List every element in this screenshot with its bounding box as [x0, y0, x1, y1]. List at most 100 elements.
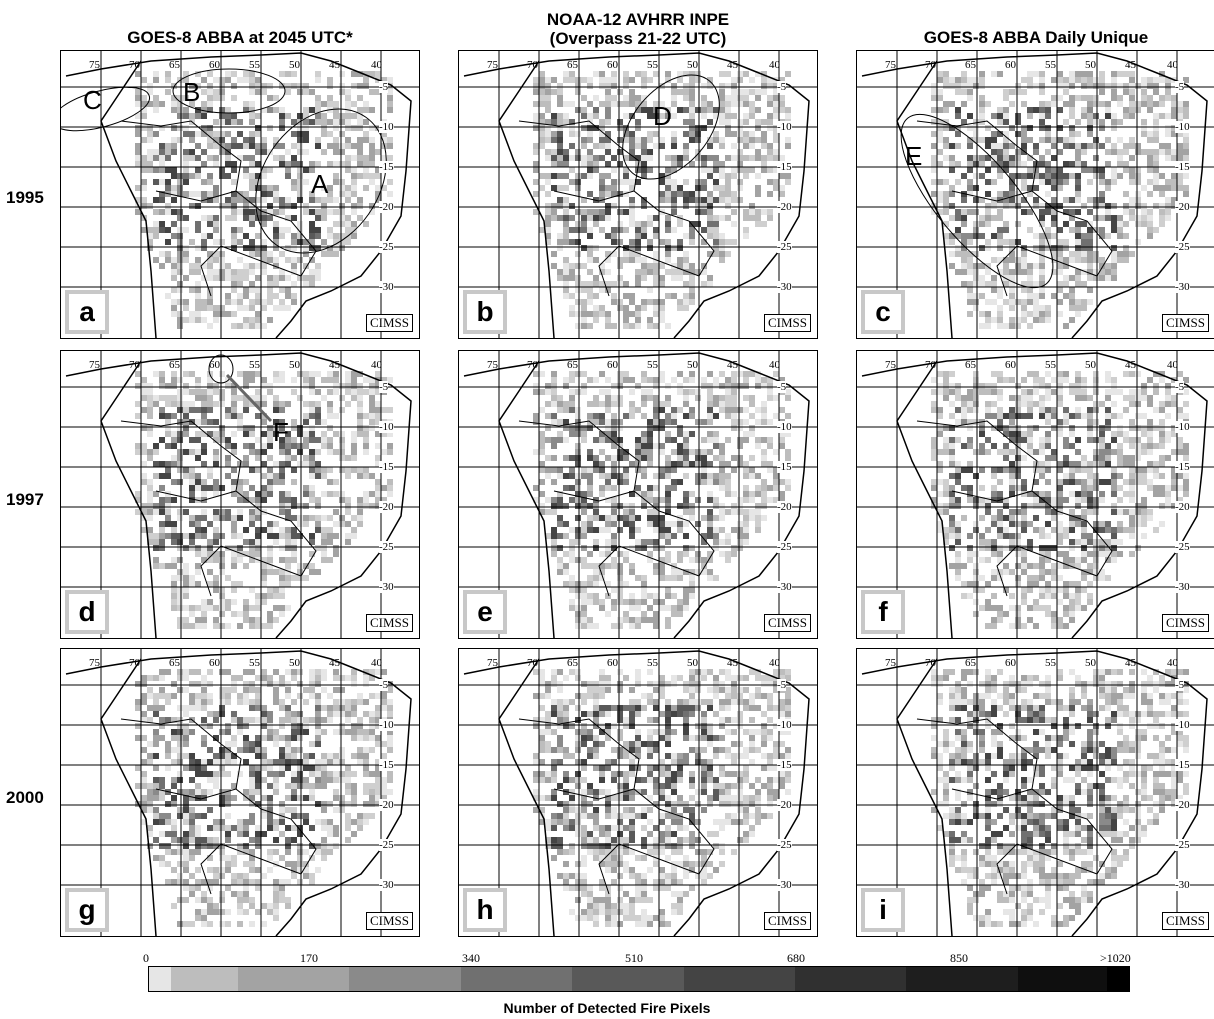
fire-cell	[195, 419, 201, 425]
fire-cell	[1159, 215, 1165, 221]
fire-cell	[701, 107, 707, 113]
latitude-label: -15	[1175, 161, 1190, 173]
fire-cell	[291, 143, 297, 149]
fire-cell	[701, 185, 707, 191]
fire-cell	[1129, 401, 1135, 407]
fire-cell	[707, 173, 713, 179]
fire-cell	[677, 557, 683, 563]
fire-cell	[695, 419, 701, 425]
fire-cell	[219, 533, 225, 539]
fire-cell	[659, 83, 665, 89]
fire-cell	[569, 599, 575, 605]
fire-cell	[213, 191, 219, 197]
fire-cell	[695, 155, 701, 161]
fire-cell	[1171, 107, 1177, 113]
fire-cell	[689, 137, 695, 143]
fire-cell	[171, 143, 177, 149]
fire-cell	[1039, 233, 1045, 239]
fire-cell	[159, 161, 165, 167]
fire-cell	[689, 263, 695, 269]
fire-cell	[647, 137, 653, 143]
fire-cell	[237, 395, 243, 401]
fire-cell	[1009, 125, 1015, 131]
fire-cell	[1093, 77, 1099, 83]
fire-cell	[629, 77, 635, 83]
fire-cell	[767, 101, 773, 107]
fire-cell	[635, 251, 641, 257]
fire-cell	[207, 179, 213, 185]
fire-cell	[545, 101, 551, 107]
fire-cell	[351, 533, 357, 539]
fire-cell	[545, 179, 551, 185]
fire-cell	[545, 119, 551, 125]
fire-cell	[345, 455, 351, 461]
fire-cell	[955, 407, 961, 413]
fire-cell	[1165, 149, 1171, 155]
fire-cell	[159, 101, 165, 107]
fire-cell	[695, 209, 701, 215]
fire-cell	[931, 377, 937, 383]
fire-cell	[213, 275, 219, 281]
fire-cell	[1093, 509, 1099, 515]
fire-cell	[599, 413, 605, 419]
fire-cell	[387, 143, 393, 149]
fire-cell	[357, 203, 363, 209]
fire-cell	[563, 77, 569, 83]
fire-cell	[617, 527, 623, 533]
fire-cell	[207, 389, 213, 395]
fire-cell	[671, 461, 677, 467]
country-borders	[518, 120, 715, 297]
fire-cell	[369, 401, 375, 407]
fire-cell	[611, 227, 617, 233]
fire-cell	[243, 287, 249, 293]
fire-cell	[581, 605, 587, 611]
fire-cell	[719, 551, 725, 557]
fire-cell	[599, 101, 605, 107]
fire-cell	[141, 479, 147, 485]
fire-cell	[1087, 131, 1093, 137]
fire-cell	[297, 221, 303, 227]
fire-cell	[635, 305, 641, 311]
fire-cell	[979, 95, 985, 101]
fire-cell	[339, 521, 345, 527]
fire-cell	[273, 263, 279, 269]
fire-cell	[937, 407, 943, 413]
fire-cell	[605, 563, 611, 569]
fire-cell	[189, 545, 195, 551]
fire-cell	[1081, 389, 1087, 395]
fire-cell	[261, 569, 267, 575]
fire-cell	[575, 485, 581, 491]
fire-cell	[737, 77, 743, 83]
fire-cell	[339, 455, 345, 461]
fire-cell	[1069, 383, 1075, 389]
fire-cell	[569, 305, 575, 311]
fire-cell	[1063, 407, 1069, 413]
fire-cell	[931, 443, 937, 449]
fire-cell	[943, 233, 949, 239]
fire-cell	[291, 545, 297, 551]
fire-cell	[997, 407, 1003, 413]
fire-cell	[1081, 161, 1087, 167]
fire-cell	[695, 461, 701, 467]
fire-cell	[749, 89, 755, 95]
fire-cell	[1183, 77, 1189, 83]
fire-cell	[1045, 503, 1051, 509]
fire-cell	[309, 209, 315, 215]
fire-cell	[701, 179, 707, 185]
fire-cell	[1063, 323, 1069, 329]
fire-cell	[689, 431, 695, 437]
fire-cell	[363, 185, 369, 191]
fire-cell	[617, 599, 623, 605]
fire-cell	[937, 389, 943, 395]
fire-cell	[719, 137, 725, 143]
fire-cell	[207, 473, 213, 479]
fire-cell	[357, 473, 363, 479]
fire-cell	[1165, 197, 1171, 203]
fire-cell	[345, 143, 351, 149]
fire-cell	[249, 281, 255, 287]
fire-cell	[725, 83, 731, 89]
fire-cell	[285, 305, 291, 311]
fire-cell	[231, 527, 237, 533]
fire-cell	[955, 437, 961, 443]
fire-cell	[1069, 215, 1075, 221]
